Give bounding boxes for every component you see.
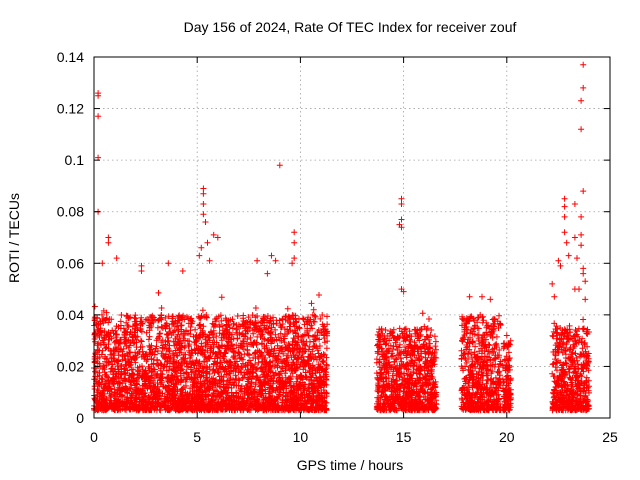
data-point <box>200 190 207 197</box>
data-point <box>196 252 203 259</box>
data-point <box>179 268 186 274</box>
data-point <box>200 185 207 192</box>
data-point <box>99 260 106 267</box>
data-point-group <box>499 337 514 414</box>
x-tick-label: 15 <box>396 429 412 445</box>
x-tick-label: 20 <box>499 429 515 445</box>
x-tick-label: 25 <box>602 429 618 445</box>
data-point <box>578 126 585 133</box>
data-point-group <box>458 311 504 414</box>
data-point <box>479 293 485 300</box>
data-point <box>555 257 562 264</box>
y-axis-title: ROTI / TECUs <box>6 193 22 283</box>
data-point <box>138 268 145 274</box>
y-tick-label: 0.06 <box>57 255 84 271</box>
plot-frame <box>93 56 611 419</box>
data-point <box>200 201 207 207</box>
data-point <box>204 239 211 246</box>
data-point <box>210 231 217 238</box>
data-point <box>276 162 283 169</box>
data-point-group <box>549 316 593 414</box>
data-point <box>95 154 102 161</box>
data-point <box>105 239 112 246</box>
data-point <box>291 255 298 262</box>
x-tick-label: 5 <box>193 429 201 445</box>
y-tick-label: 0.04 <box>57 307 84 323</box>
data-point <box>466 293 473 300</box>
data-point <box>254 257 261 264</box>
data-point <box>206 257 213 264</box>
data-point <box>563 239 570 246</box>
data-point <box>291 229 298 236</box>
data-point <box>580 84 587 91</box>
x-tick-label: 0 <box>90 429 98 445</box>
outlier-points <box>95 61 589 339</box>
y-tick-label: 0.1 <box>65 152 85 168</box>
data-point <box>571 201 578 207</box>
data-point <box>398 195 405 202</box>
data-point <box>580 265 587 272</box>
data-point <box>264 270 271 277</box>
data-point <box>557 262 564 269</box>
x-axis-title: GPS time / hours <box>297 457 404 473</box>
data-point <box>400 288 407 295</box>
data-point <box>574 255 580 262</box>
data-point <box>561 203 568 210</box>
data-point <box>580 188 587 195</box>
data-point <box>578 97 585 104</box>
data-point <box>200 211 207 218</box>
data-point <box>571 286 578 293</box>
y-tick-label: 0 <box>76 410 84 426</box>
data-point <box>214 234 221 241</box>
data-point <box>549 280 556 287</box>
y-axis: 0 0.02 0.04 0.06 0.08 0.1 0.12 0.14 <box>57 49 610 426</box>
data-point <box>582 278 589 285</box>
data-point <box>571 234 578 241</box>
data-point <box>105 234 112 241</box>
data-point <box>198 244 205 251</box>
data-point <box>95 113 102 120</box>
data-point <box>398 224 405 231</box>
y-tick-label: 0.14 <box>57 49 84 65</box>
data-point <box>398 216 405 223</box>
x-axis: 0 5 10 15 20 25 <box>90 57 618 445</box>
data-point <box>580 270 587 277</box>
data-point <box>578 242 585 249</box>
data-point <box>561 195 568 202</box>
data-point <box>561 229 568 236</box>
data-point <box>138 262 145 269</box>
data-point <box>561 213 568 220</box>
data-point <box>503 332 510 339</box>
y-tick-label: 0.12 <box>57 101 84 117</box>
y-tick-label: 0.08 <box>57 204 84 220</box>
y-tick-label: 0.02 <box>57 358 84 374</box>
data-point <box>578 231 585 238</box>
data-point <box>398 201 405 207</box>
data-point <box>289 260 296 267</box>
chart-title: Day 156 of 2024, Rate Of TEC Index for r… <box>184 19 517 35</box>
data-point <box>580 61 587 68</box>
data-point <box>582 296 589 303</box>
data-point <box>272 257 279 264</box>
data-point <box>291 239 298 246</box>
data-point <box>565 252 572 259</box>
data-point <box>113 255 120 262</box>
data-point <box>165 260 172 267</box>
data-point <box>578 213 585 220</box>
data-point <box>202 219 209 225</box>
data-point-cloud <box>91 289 593 414</box>
data-point <box>551 293 558 300</box>
x-tick-label: 10 <box>293 429 309 445</box>
data-point-group <box>91 289 331 414</box>
data-point <box>268 252 275 259</box>
data-point <box>487 296 494 303</box>
data-point <box>95 92 102 99</box>
data-point-group <box>373 310 440 414</box>
